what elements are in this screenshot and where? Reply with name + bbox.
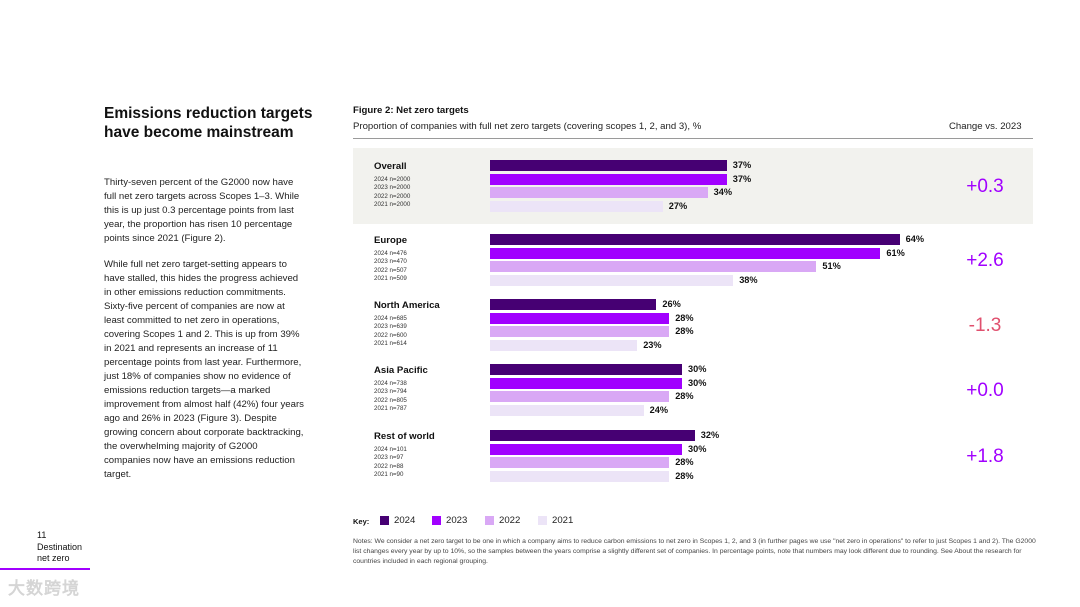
value-label: 28% <box>675 457 694 467</box>
paragraph-1: Thirty-seven percent of the G2000 now ha… <box>104 177 300 244</box>
sample-size-label: 2024 n=101 <box>374 446 407 453</box>
value-label: 37% <box>732 160 752 170</box>
bar-asia-pacific-2022 <box>490 391 670 402</box>
figure-notes: Notes: We consider a net zero target to … <box>353 538 1036 565</box>
legend-swatch-2021 <box>538 516 547 525</box>
bar-overall-2023 <box>490 173 727 185</box>
sample-size-label: 2024 n=738 <box>374 380 407 387</box>
header-divider <box>353 138 1033 139</box>
value-label: 64% <box>905 234 924 244</box>
value-label: 28% <box>675 470 694 481</box>
sample-size-label: 2022 n=507 <box>374 266 407 274</box>
bar-asia-pacific-2024 <box>490 364 682 375</box>
sample-size-label: 2023 n=470 <box>374 258 407 266</box>
bar-asia-pacific-2023 <box>490 377 682 389</box>
bar-europe-2023 <box>490 247 881 259</box>
bar-rest-of-world-2023 <box>490 443 682 455</box>
change-value-europe: +2.6 <box>966 250 1004 271</box>
change-value-overall: +0.3 <box>966 176 1004 197</box>
value-label: 30% <box>688 443 707 454</box>
value-label: 28% <box>675 391 694 401</box>
sample-size-label: 2024 n=476 <box>374 250 407 257</box>
bar-north-america-2022 <box>490 326 670 337</box>
bar-rest-of-world-2021 <box>490 470 670 482</box>
change-value-asia-pacific: +0.0 <box>966 380 1004 401</box>
value-label: 28% <box>675 326 694 336</box>
bar-overall-2024 <box>490 160 727 171</box>
figure-title: Figure 2: Net zero targets <box>353 105 469 116</box>
sample-size-label: 2021 n=509 <box>374 274 407 282</box>
bar-europe-2024 <box>490 234 900 245</box>
body-text: Thirty-seven percent of the G2000 now ha… <box>104 176 304 494</box>
bar-europe-2021 <box>490 274 734 286</box>
bar-rest-of-world-2022 <box>490 457 670 468</box>
sample-size-label: 2022 n=600 <box>374 331 407 339</box>
sample-size-label: 2024 n=2000 <box>374 176 411 183</box>
sample-size-label: 2023 n=2000 <box>374 184 411 192</box>
sample-size-label: 2021 n=787 <box>374 404 407 412</box>
change-value-rest-of-world: +1.8 <box>966 446 1004 467</box>
section-name-line1: Destination <box>37 541 83 552</box>
sample-size-label: 2021 n=614 <box>374 339 407 347</box>
change-value-north-america: -1.3 <box>968 315 1002 336</box>
figure-subtitle: Proportion of companies with full net ze… <box>353 121 702 132</box>
value-label: 61% <box>886 247 905 258</box>
legend-title: Key: <box>353 517 370 526</box>
bar-overall-2021 <box>490 200 663 212</box>
bar-north-america-2023 <box>490 312 670 324</box>
sample-size-label: 2021 n=2000 <box>374 200 411 208</box>
sample-size-label: 2023 n=794 <box>374 388 407 396</box>
region-label-rest-of-world: Rest of world <box>374 431 435 442</box>
sample-size-label: 2024 n=685 <box>374 315 407 322</box>
value-label: 26% <box>662 299 681 309</box>
sample-size-label: 2022 n=805 <box>374 396 407 404</box>
bar-north-america-2021 <box>490 339 638 351</box>
bar-overall-2022 <box>490 187 708 198</box>
legend-swatch-2024 <box>380 516 389 525</box>
bar-rest-of-world-2024 <box>490 430 695 441</box>
sample-size-label: 2022 n=2000 <box>374 192 411 200</box>
value-label: 24% <box>649 404 668 415</box>
value-label: 27% <box>668 200 688 211</box>
section-heading: Emissions reduction targets have become … <box>104 105 313 141</box>
value-label: 38% <box>739 274 758 285</box>
value-label: 30% <box>688 377 707 388</box>
region-label-overall: Overall <box>374 161 407 172</box>
change-header: Change vs. 2023 <box>949 121 1022 132</box>
legend-swatch-2023 <box>432 516 441 525</box>
bar-north-america-2024 <box>490 299 657 310</box>
page-footer: 11 Destination net zero <box>37 530 82 565</box>
region-label-north-america: North America <box>374 300 440 311</box>
sample-size-label: 2023 n=97 <box>374 454 404 462</box>
bar-europe-2022 <box>490 261 817 272</box>
footer-accent-line <box>0 568 90 570</box>
legend-label-2023: 2023 <box>446 515 468 526</box>
legend-label-2022: 2022 <box>499 515 521 526</box>
value-label: 34% <box>713 187 732 197</box>
section-name-line2: net zero <box>37 553 70 563</box>
region-label-asia-pacific: Asia Pacific <box>374 365 428 376</box>
watermark: 大数跨境 <box>8 579 80 598</box>
value-label: 32% <box>700 430 720 440</box>
legend-label-2021: 2021 <box>552 515 574 526</box>
page-number: 11 <box>37 530 47 540</box>
value-label: 30% <box>688 364 707 374</box>
bar-asia-pacific-2021 <box>490 404 644 416</box>
region-label-europe: Europe <box>374 235 408 246</box>
sample-size-label: 2021 n=90 <box>374 470 404 478</box>
legend-label-2024: 2024 <box>394 515 416 526</box>
sample-size-label: 2023 n=639 <box>374 323 407 331</box>
value-label: 37% <box>732 173 752 184</box>
value-label: 28% <box>675 312 694 323</box>
sample-size-label: 2022 n=88 <box>374 462 404 470</box>
value-label: 51% <box>822 261 841 271</box>
legend-swatch-2022 <box>485 516 494 525</box>
paragraph-2: While full net zero target-setting appea… <box>104 259 304 480</box>
value-label: 23% <box>643 339 662 350</box>
